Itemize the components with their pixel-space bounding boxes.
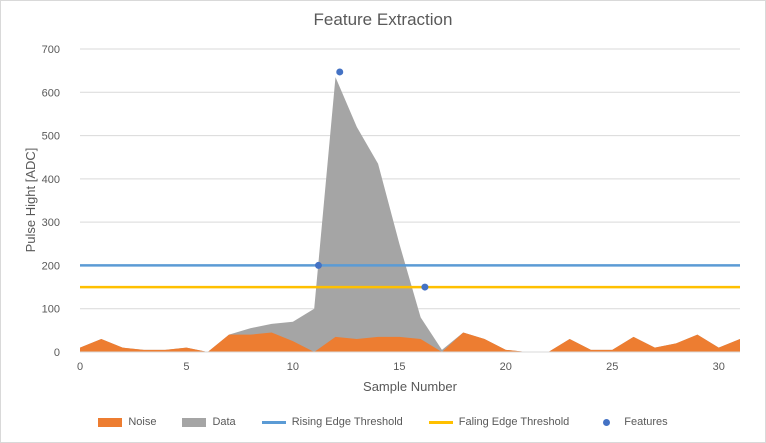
legend-swatch: [428, 420, 453, 424]
x-tick-label: 10: [287, 361, 299, 373]
x-tick-label: 20: [500, 361, 512, 373]
y-tick-label: 400: [42, 174, 60, 186]
x-tick-labels: 0 5 10 15 20 25 30: [77, 361, 725, 373]
feature-point: [421, 283, 429, 291]
y-tick-labels: 0 100 200 300 400 500 600 700: [42, 44, 60, 359]
y-tick-label: 500: [42, 131, 60, 143]
y-tick-label: 100: [42, 304, 60, 316]
area-noise: [80, 332, 740, 352]
legend-swatch: [603, 418, 611, 426]
legend-label: Features: [624, 416, 668, 428]
legend-label: Noise: [128, 416, 157, 428]
x-tick-label: 0: [77, 361, 83, 373]
y-tick-label: 200: [42, 260, 60, 272]
legend-label: Rising Edge Threshold: [291, 416, 403, 428]
plot-area: [80, 68, 740, 353]
x-axis-label: Sample Number: [363, 379, 458, 394]
feature-point: [336, 68, 344, 76]
y-tick-label: 700: [42, 44, 60, 56]
grid-lines: [80, 48, 740, 310]
area-data: [80, 77, 740, 352]
legend-swatch: [182, 417, 207, 427]
legend-swatch: [261, 420, 286, 424]
legend-label: Data: [212, 416, 236, 428]
x-tick-label: 25: [606, 361, 618, 373]
legend-label: Faling Edge Threshold: [458, 416, 570, 428]
chart-title: Feature Extraction: [313, 10, 453, 29]
legend-item: Rising Edge Threshold: [261, 416, 403, 428]
x-tick-label: 30: [713, 361, 725, 373]
legend-swatch: [98, 417, 123, 427]
legend-item: Faling Edge Threshold: [428, 416, 570, 428]
y-tick-label: 300: [42, 217, 60, 229]
y-tick-label: 0: [54, 347, 60, 359]
x-tick-label: 15: [393, 361, 405, 373]
legend: Noise Data Rising Edge Threshold Faling Edg…: [0, 416, 766, 428]
y-tick-label: 600: [42, 87, 60, 99]
legend-item: Data: [182, 416, 236, 428]
x-tick-label: 5: [183, 361, 189, 373]
legend-item: Noise: [98, 416, 156, 428]
legend-item: Features: [595, 416, 668, 428]
y-axis-label: Pulse Hight [ADC]: [23, 148, 38, 253]
feature-point: [314, 261, 322, 269]
